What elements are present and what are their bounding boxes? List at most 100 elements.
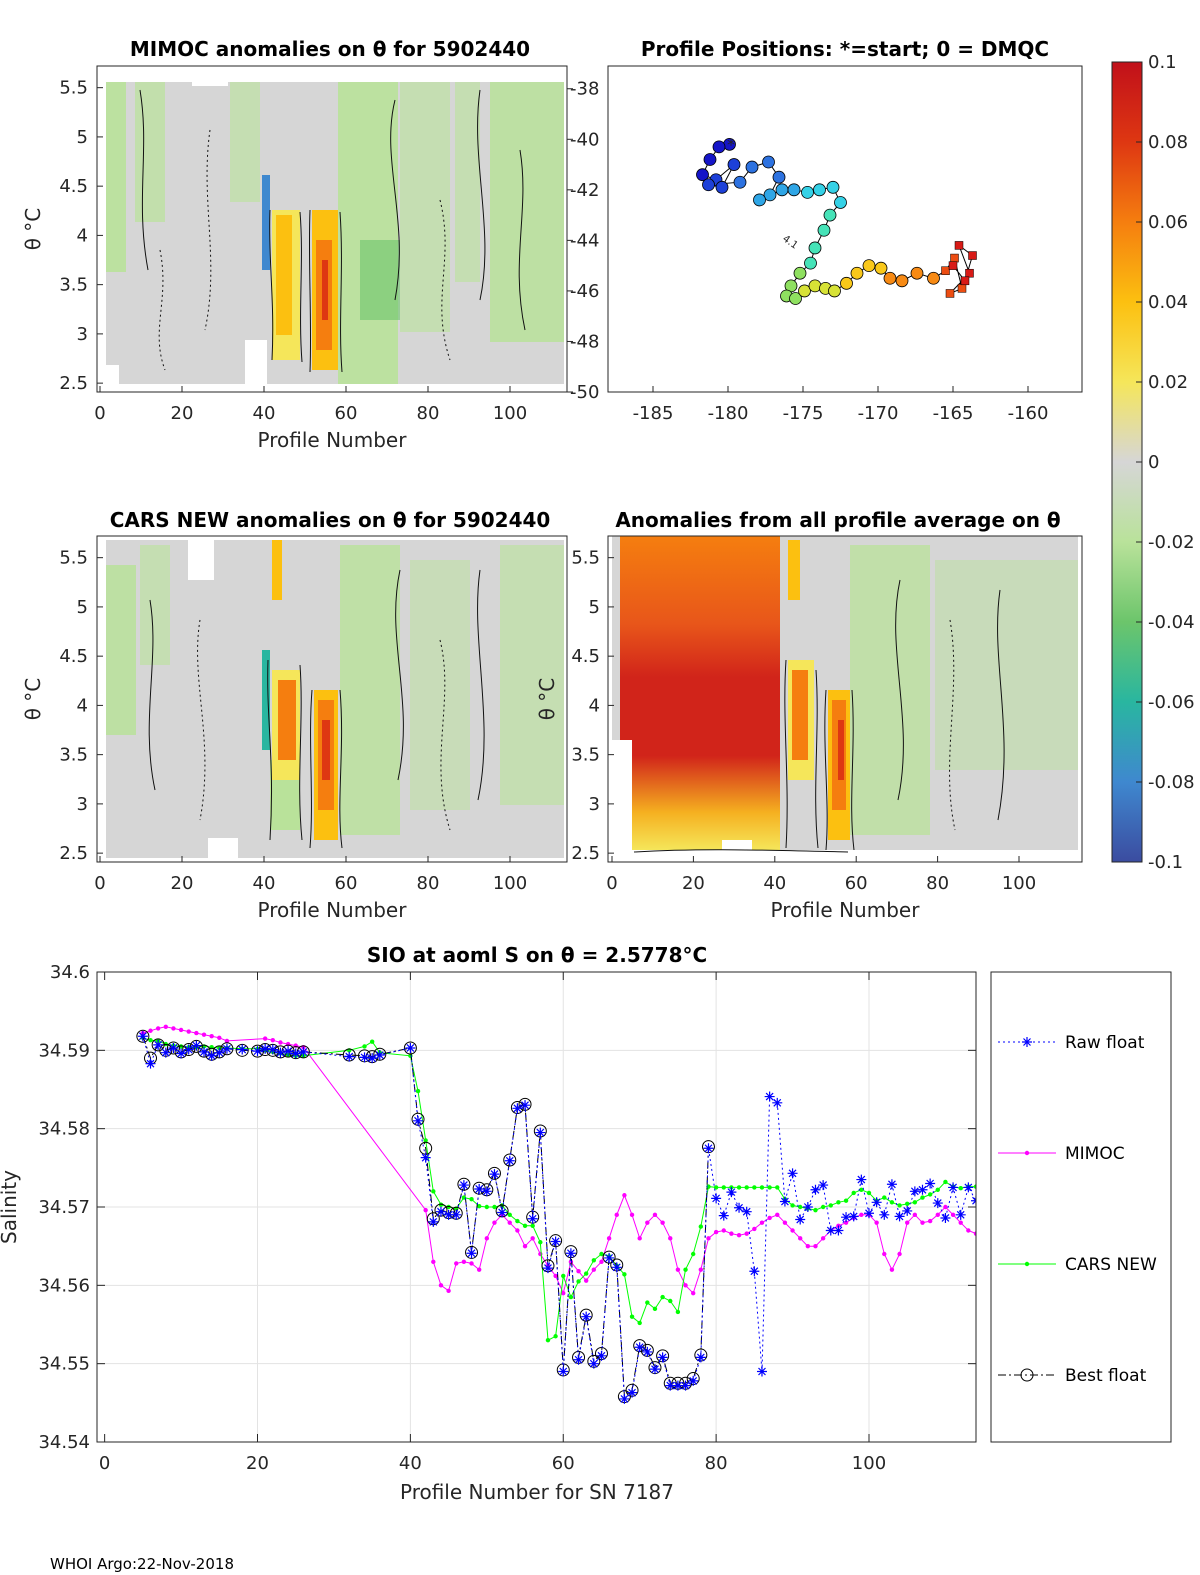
series-point <box>367 1053 378 1064</box>
series-point <box>741 1206 752 1217</box>
series-point <box>298 1046 309 1057</box>
ytick-label: -40 <box>570 129 599 150</box>
series-point <box>469 1261 474 1266</box>
track-point-circle <box>745 160 759 174</box>
cars-xticks: 0 20 40 60 80 100 <box>94 856 527 894</box>
series-point <box>270 1037 275 1043</box>
series-point <box>759 1220 765 1225</box>
series-point <box>752 1226 757 1232</box>
avg-xticks: 0 20 40 60 80 100 <box>606 856 1036 894</box>
track-point-circle <box>733 175 747 189</box>
series-point <box>902 1205 913 1216</box>
series-point <box>925 1178 936 1189</box>
series-point <box>668 1298 673 1304</box>
salinity-xlabel: Profile Number for SN 7187 <box>400 1480 674 1504</box>
series-point <box>611 1262 622 1273</box>
series-point <box>573 1354 584 1365</box>
ytick-label: 4.5 <box>59 646 88 667</box>
series-point <box>209 1034 214 1039</box>
series-point <box>553 1273 558 1279</box>
ytick-label: 5 <box>77 597 88 618</box>
track-point-circle <box>840 276 853 290</box>
series-point <box>576 1279 581 1284</box>
cars-contours <box>148 569 485 849</box>
series-point <box>782 1220 788 1225</box>
series-point <box>668 1236 673 1241</box>
series-point <box>481 1186 492 1197</box>
series-point <box>779 1196 790 1207</box>
series-point <box>538 1251 543 1257</box>
series-point <box>889 1200 895 1205</box>
series-point <box>675 1309 681 1315</box>
ytick-label: 4 <box>77 225 88 246</box>
track-point-circle <box>753 193 766 207</box>
series-point <box>634 1342 645 1353</box>
track-point-circle <box>793 266 807 280</box>
series-point <box>756 1366 767 1377</box>
series-point <box>224 1038 230 1044</box>
avg-yticks: 5.5 5 4.5 4 3.5 3 2.5 <box>571 548 614 864</box>
series-point <box>672 1380 683 1391</box>
salinity-series <box>136 1024 976 1404</box>
track-point-circle <box>696 168 709 182</box>
salinity-ylabel: Salinity <box>0 1170 21 1244</box>
mimoc-xticks: 0 20 40 60 80 100 <box>94 386 527 424</box>
series-point <box>775 1212 780 1218</box>
series-point <box>764 1091 775 1102</box>
series-point <box>629 1314 635 1319</box>
series-point <box>553 1334 558 1339</box>
series-point <box>627 1387 638 1398</box>
series-point <box>431 1259 436 1265</box>
ytick-label: -48 <box>570 331 599 352</box>
series-point <box>561 1290 566 1296</box>
series-point <box>859 1212 864 1218</box>
series-point <box>153 1039 164 1050</box>
ytick-label: 5.5 <box>571 548 600 569</box>
series-point <box>909 1186 920 1197</box>
series-point <box>736 1233 742 1238</box>
series-point <box>736 1185 742 1190</box>
series-point <box>237 1044 248 1055</box>
track-point-circle <box>834 196 847 209</box>
track-point-circle <box>817 223 831 237</box>
series-point <box>446 1204 451 1210</box>
ytick-label: -44 <box>570 230 599 251</box>
xtick-label: -170 <box>858 403 899 424</box>
track-point-square <box>954 241 964 250</box>
colorbar-tick-label: -0.06 <box>1148 692 1195 713</box>
ytick-label: -50 <box>570 382 599 403</box>
series-point <box>191 1040 202 1051</box>
series-point <box>565 1248 576 1259</box>
series-point <box>189 1039 203 1053</box>
colorbar-tick-label: -0.1 <box>1148 852 1183 873</box>
colorbar-tick-label: 0.1 <box>1148 52 1177 73</box>
track-point-circle <box>823 208 837 222</box>
series-point <box>602 1250 616 1264</box>
colorbar-tick-label: 0.08 <box>1148 132 1188 153</box>
series-point <box>262 1036 268 1041</box>
series-point <box>235 1043 249 1057</box>
series-point <box>206 1050 217 1061</box>
series-point <box>734 1202 745 1213</box>
xtick-label: -175 <box>783 403 824 424</box>
series-point <box>963 1182 974 1193</box>
track-point-circle <box>862 259 876 273</box>
series-point <box>950 1212 956 1218</box>
mimoc-contours <box>139 89 526 373</box>
track-point-circle <box>703 153 717 166</box>
xtick-label: 100 <box>493 403 527 424</box>
series-point <box>675 1267 681 1272</box>
series-point <box>905 1220 910 1225</box>
series-point <box>415 1088 421 1094</box>
series-point <box>497 1207 508 1218</box>
xtick-label: 40 <box>399 1453 422 1474</box>
series-point <box>652 1306 658 1312</box>
series-point <box>413 1115 424 1126</box>
xtick-label: 40 <box>253 873 276 894</box>
series-point <box>484 1204 490 1210</box>
mimoc-panel: MIMOC anomalies on θ for 5902440 <box>21 37 568 452</box>
track-point-circle <box>789 292 802 305</box>
xtick-label: 60 <box>335 873 358 894</box>
ytick-label: 3 <box>589 794 600 815</box>
ytick-label: 3 <box>77 324 88 345</box>
